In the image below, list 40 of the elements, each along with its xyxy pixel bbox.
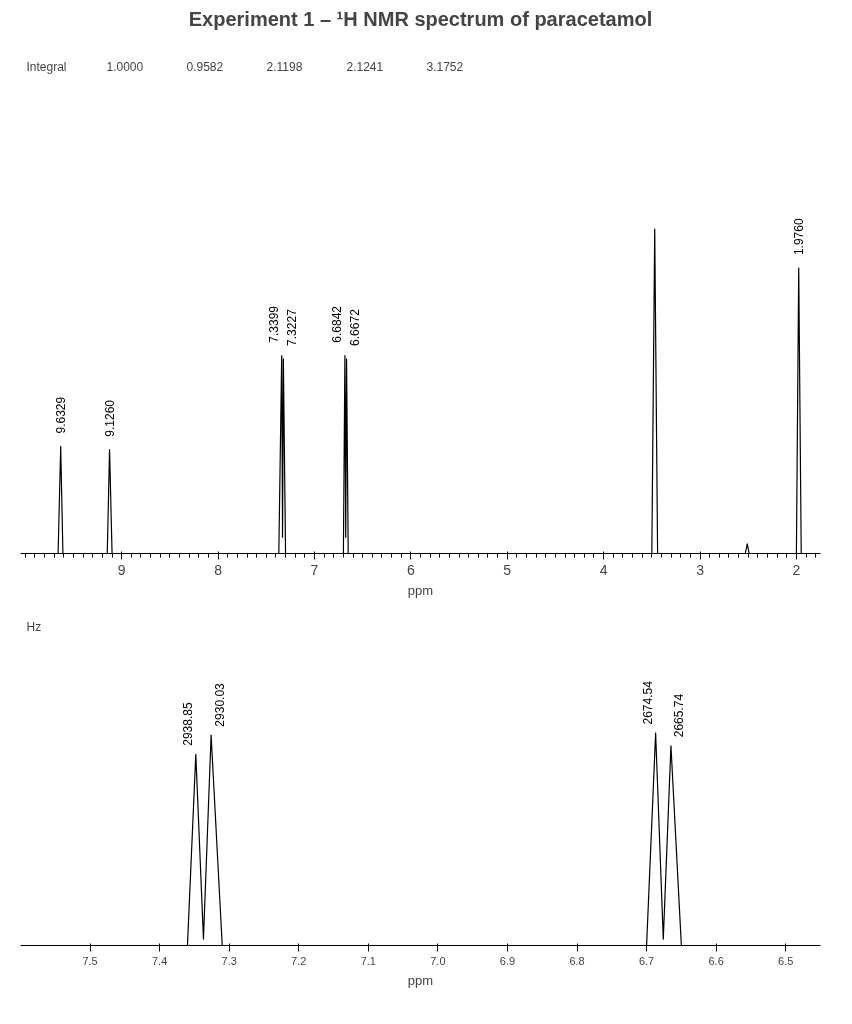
annotation: 9.6329 <box>54 396 69 434</box>
annotation: 6.6842 <box>330 305 345 343</box>
annotation: 1.9760 <box>792 218 807 256</box>
x-tick-label: 7.4 <box>151 954 168 967</box>
x-tick-label: 7.1 <box>360 954 376 967</box>
x-tick-label: 7 <box>310 561 319 578</box>
annotation: 2930.03 <box>212 682 227 727</box>
text: 2.1198 <box>266 60 303 75</box>
annotation: 2674.54 <box>641 680 656 725</box>
annotation: 7.3227 <box>284 308 299 346</box>
x-tick-label: 7.0 <box>430 954 446 967</box>
x-tick-label: 3 <box>696 561 705 578</box>
x-tick-label: 6 <box>406 561 415 578</box>
x-tick-label: 4 <box>599 561 608 578</box>
annotation: 9.1260 <box>103 399 118 437</box>
annotation: 2665.74 <box>672 693 687 738</box>
text: 3.1752 <box>426 60 464 75</box>
text: 1.0000 <box>106 60 144 75</box>
x-axis-title: ppm <box>407 582 434 598</box>
text: Integral <box>26 59 67 74</box>
x-tick-label: 8 <box>214 561 223 578</box>
annotation: 2938.85 <box>181 702 196 746</box>
chart-title: Experiment 1 – ¹H NMR spectrum of paracetamol <box>188 7 653 30</box>
x-tick-label: 6.6 <box>708 954 724 967</box>
x-tick-label: 6.8 <box>569 954 585 967</box>
x-tick-label: 5 <box>503 561 512 578</box>
x-tick-label: 7.2 <box>291 954 307 967</box>
annotation: 6.6672 <box>348 308 363 346</box>
x-tick-label: 6.5 <box>778 954 794 967</box>
x-axis-title: ppm <box>407 972 434 988</box>
annotation: 7.3399 <box>267 305 282 343</box>
text: Hz <box>26 619 42 634</box>
x-tick-label: 7.3 <box>221 954 237 967</box>
text: 2.1241 <box>346 60 384 75</box>
x-tick-label: 7.5 <box>82 954 98 967</box>
text: 0.9582 <box>186 60 224 75</box>
x-tick-label: 6.7 <box>638 954 655 967</box>
x-tick-label: 2 <box>792 561 801 578</box>
x-tick-label: 9 <box>117 561 126 578</box>
x-tick-label: 6.9 <box>499 954 516 967</box>
